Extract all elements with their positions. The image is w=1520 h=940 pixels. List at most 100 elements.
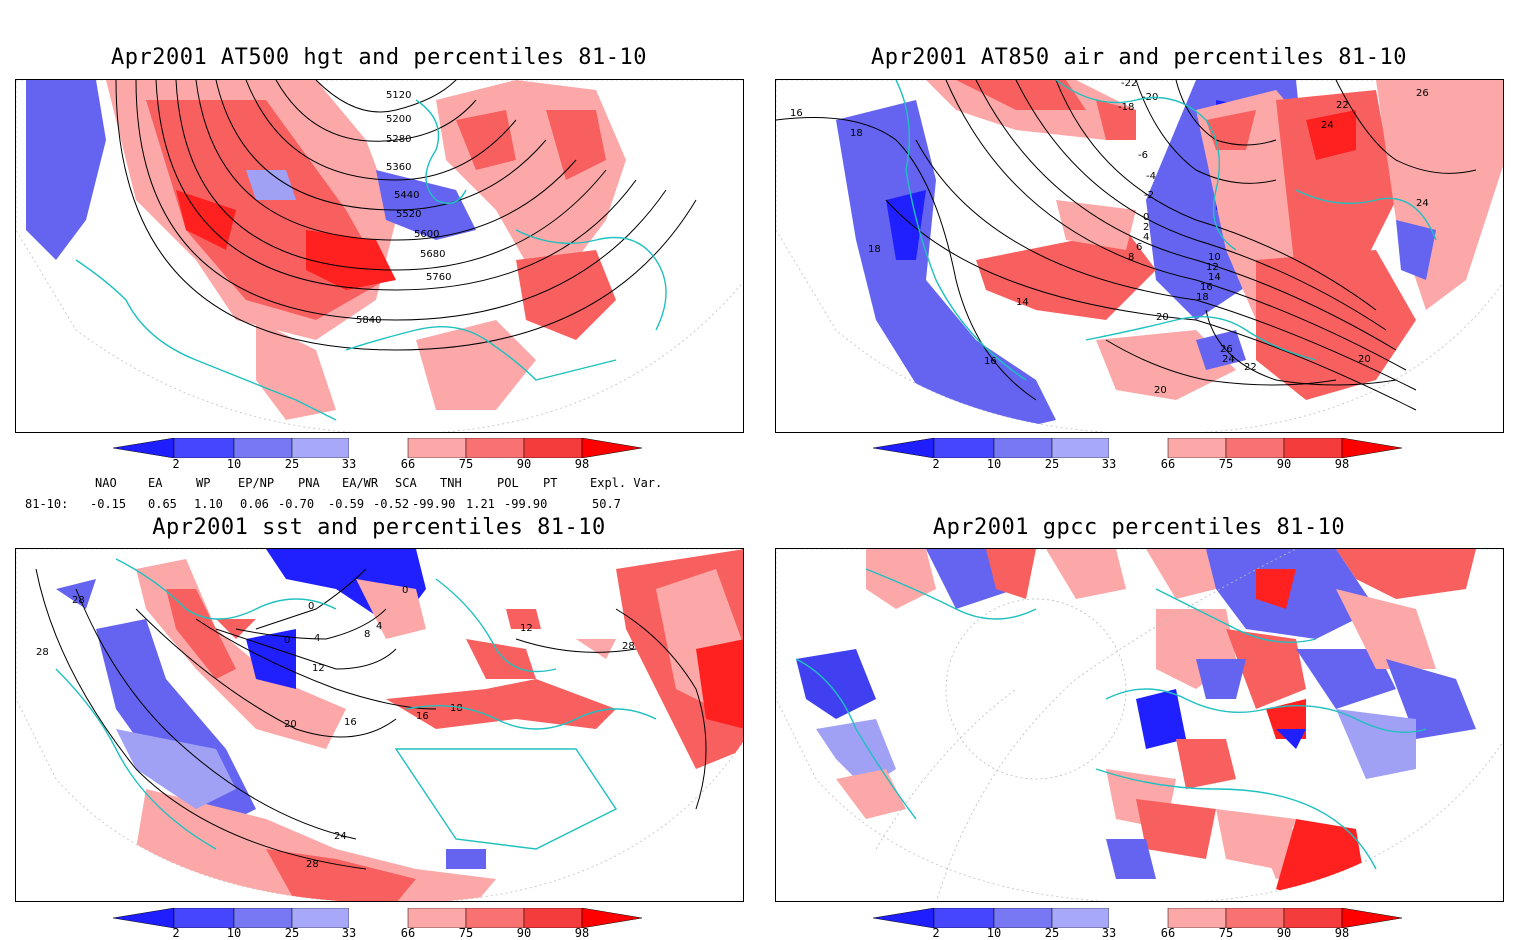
contour-label: 0 bbox=[402, 585, 408, 596]
contour-label: 18 bbox=[450, 703, 463, 714]
contour-label: -18 bbox=[1118, 102, 1134, 113]
contour-label: 8 bbox=[1128, 252, 1134, 263]
colorbar-tick: 75 bbox=[1218, 926, 1234, 940]
colorbar-sst bbox=[113, 908, 643, 928]
colorbar-tick: 33 bbox=[341, 457, 357, 471]
contour-label: 22 bbox=[1336, 100, 1349, 111]
colorbar-tick: 66 bbox=[400, 457, 416, 471]
contour-label: 5360 bbox=[386, 162, 411, 173]
map-air-svg: -22 -20 -18 -6 -4 -2 0 2 4 6 8 10 12 14 … bbox=[776, 80, 1503, 432]
panel-title-gpcc: Apr2001 gpcc percentiles 81-10 bbox=[932, 515, 1346, 540]
contour-label: 26 bbox=[1416, 88, 1429, 99]
contour-label: 5840 bbox=[356, 315, 381, 326]
contour-label: 0 bbox=[1143, 212, 1149, 223]
contour-label: 16 bbox=[984, 356, 997, 367]
colorbar-tick: 75 bbox=[1218, 457, 1234, 471]
tele-value: 1.21 bbox=[466, 497, 495, 511]
tele-header: WP bbox=[196, 476, 211, 490]
contour-label: 4 bbox=[314, 633, 320, 644]
tele-value: 0.65 bbox=[148, 497, 177, 511]
contour-label: 24 bbox=[1416, 198, 1429, 209]
contour-label: 5280 bbox=[386, 134, 411, 145]
map-sst: 28 28 0 0 4 8 12 16 20 24 28 16 18 12 28… bbox=[15, 548, 744, 902]
contour-label: 28 bbox=[622, 641, 635, 652]
colorbar-tick: 2 bbox=[172, 457, 180, 471]
contour-label: 5600 bbox=[414, 229, 439, 240]
colorbar-tick: 25 bbox=[1044, 457, 1060, 471]
contour-label: 5680 bbox=[420, 249, 445, 260]
tele-value: -0.70 bbox=[278, 497, 315, 511]
colorbar-tick: 2 bbox=[932, 457, 940, 471]
tele-header: TNH bbox=[440, 476, 462, 490]
contour-label: 14 bbox=[1208, 272, 1221, 283]
colorbar-tick: 98 bbox=[1334, 457, 1350, 471]
colorbar-tick: 10 bbox=[986, 926, 1002, 940]
colorbar-tick: 2 bbox=[932, 926, 940, 940]
colorbar-tick: 25 bbox=[1044, 926, 1060, 940]
tele-value: 0.06 bbox=[240, 497, 269, 511]
air-contour-labels: -22 -20 -18 -6 -4 -2 0 2 4 6 8 10 12 14 … bbox=[790, 80, 1429, 396]
hgt-contour-labels: 5120 5200 5280 5360 5440 5520 5600 5680 … bbox=[356, 90, 451, 326]
tele-value: 50.7 bbox=[592, 497, 621, 511]
contour-label: 20 bbox=[1156, 312, 1169, 323]
colorbar-tick: 10 bbox=[226, 926, 242, 940]
contour-label: 8 bbox=[364, 629, 370, 640]
tele-header: EP/NP bbox=[238, 476, 275, 490]
contour-label: 12 bbox=[312, 663, 325, 674]
contour-label: -4 bbox=[1146, 171, 1156, 182]
contour-label: 6 bbox=[1136, 242, 1142, 253]
contour-label: 5200 bbox=[386, 114, 411, 125]
contour-label: -2 bbox=[1144, 190, 1154, 201]
tele-header: EA bbox=[148, 476, 163, 490]
colorbar-tick: 90 bbox=[516, 926, 532, 940]
colorbar-tick: 33 bbox=[1101, 457, 1117, 471]
colorbar-tick: 10 bbox=[226, 457, 242, 471]
contour-label: 20 bbox=[284, 719, 297, 730]
tele-header: Expl. Var. bbox=[590, 476, 663, 490]
contour-label: 16 bbox=[790, 108, 803, 119]
contour-label: 24 bbox=[1222, 354, 1235, 365]
colorbar-tick: 66 bbox=[1160, 457, 1176, 471]
panel-title-hgt: Apr2001 AT500 hgt and percentiles 81-10 bbox=[110, 45, 648, 70]
colorbar-tick: 10 bbox=[986, 457, 1002, 471]
contour-label: 10 bbox=[1208, 252, 1221, 263]
colorbar-tick: 66 bbox=[1160, 926, 1176, 940]
contour-label: 14 bbox=[1016, 297, 1029, 308]
tele-row-label: 81-10: bbox=[25, 497, 69, 511]
colorbar-gpcc bbox=[873, 908, 1403, 928]
contour-label: 4 bbox=[376, 621, 382, 632]
colorbar-tick: 98 bbox=[574, 457, 590, 471]
contour-label: 16 bbox=[416, 711, 429, 722]
tele-value: -99.90 bbox=[412, 497, 456, 511]
contour-label: 22 bbox=[1244, 362, 1257, 373]
map-hgt-svg: 5120 5200 5280 5360 5440 5520 5600 5680 … bbox=[16, 80, 743, 432]
contour-label: 20 bbox=[1154, 385, 1167, 396]
colorbar-tick: 90 bbox=[516, 457, 532, 471]
contour-label: -6 bbox=[1138, 150, 1148, 161]
map-air: -22 -20 -18 -6 -4 -2 0 2 4 6 8 10 12 14 … bbox=[775, 79, 1504, 433]
tele-value: 1.10 bbox=[194, 497, 223, 511]
contour-label: 4 bbox=[1143, 232, 1149, 243]
colorbar-tick: 2 bbox=[172, 926, 180, 940]
contour-label: 24 bbox=[1321, 120, 1334, 131]
tele-header: SCA bbox=[395, 476, 417, 490]
tele-header: PT bbox=[543, 476, 558, 490]
contour-label: 18 bbox=[1196, 292, 1209, 303]
colorbar-tick: 75 bbox=[458, 457, 474, 471]
sst-contour-labels: 28 28 0 0 4 8 12 16 20 24 28 16 18 12 28… bbox=[36, 585, 635, 870]
colorbar-tick: 90 bbox=[1276, 926, 1292, 940]
contour-label: 5520 bbox=[396, 209, 421, 220]
tele-header: EA/WR bbox=[342, 476, 379, 490]
map-sst-svg: 28 28 0 0 4 8 12 16 20 24 28 16 18 12 28… bbox=[16, 549, 743, 901]
tele-header: NAO bbox=[95, 476, 117, 490]
panel-title-sst: Apr2001 sst and percentiles 81-10 bbox=[152, 515, 606, 540]
colorbar-air bbox=[873, 438, 1403, 458]
panel-title-air: Apr2001 AT850 air and percentiles 81-10 bbox=[870, 45, 1408, 70]
contour-label: 5760 bbox=[426, 272, 451, 283]
colorbar-tick: 25 bbox=[284, 926, 300, 940]
contour-label: 28 bbox=[72, 595, 85, 606]
contour-label: 2 bbox=[1143, 222, 1149, 233]
contour-label: 20 bbox=[1358, 354, 1371, 365]
contour-label: -22 bbox=[1121, 80, 1137, 89]
contour-label: 26 bbox=[1220, 344, 1233, 355]
